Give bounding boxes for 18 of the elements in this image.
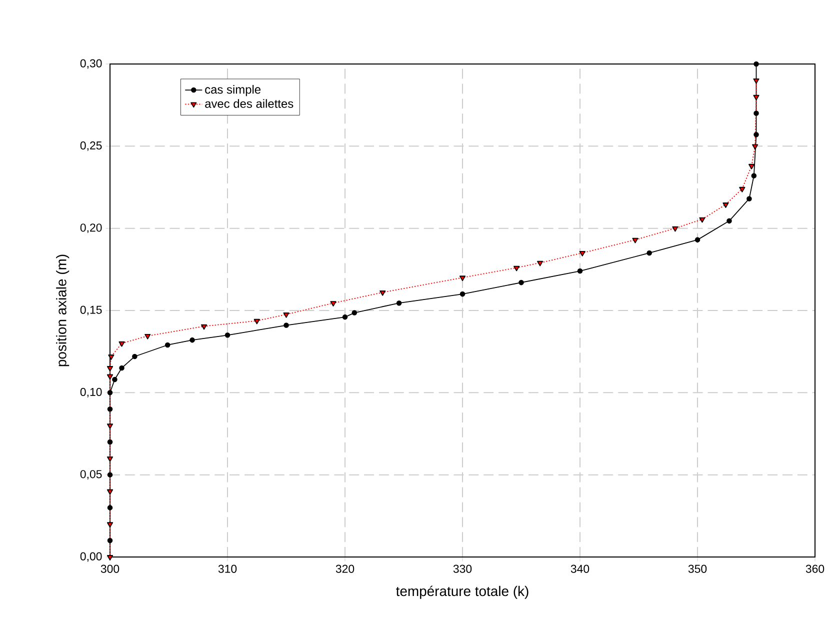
x-tick-label: 310 bbox=[218, 564, 237, 573]
legend-label: cas simple bbox=[205, 84, 261, 96]
y-tick-label: 0,30 bbox=[80, 59, 102, 69]
x-tick-label: 360 bbox=[806, 564, 824, 573]
legend-label: avec des ailettes bbox=[205, 99, 294, 108]
x-tick-label: 340 bbox=[570, 564, 590, 573]
y-tick-label: 0,25 bbox=[80, 141, 102, 151]
x-tick-label: 320 bbox=[336, 564, 354, 573]
y-tick-label: 0,20 bbox=[80, 224, 102, 234]
x-axis-title: température totale (k) bbox=[396, 586, 528, 599]
x-tick-label: 330 bbox=[453, 564, 472, 573]
y-tick-label: 0,05 bbox=[80, 470, 102, 480]
y-tick-label: 0,15 bbox=[80, 306, 102, 316]
x-tick-label: 350 bbox=[688, 564, 707, 573]
y-axis-title: position axiale (m) bbox=[56, 254, 70, 366]
x-tick-label: 300 bbox=[100, 564, 120, 573]
y-tick-label: 0,00 bbox=[80, 552, 102, 562]
y-tick-label: 0,10 bbox=[80, 388, 102, 398]
